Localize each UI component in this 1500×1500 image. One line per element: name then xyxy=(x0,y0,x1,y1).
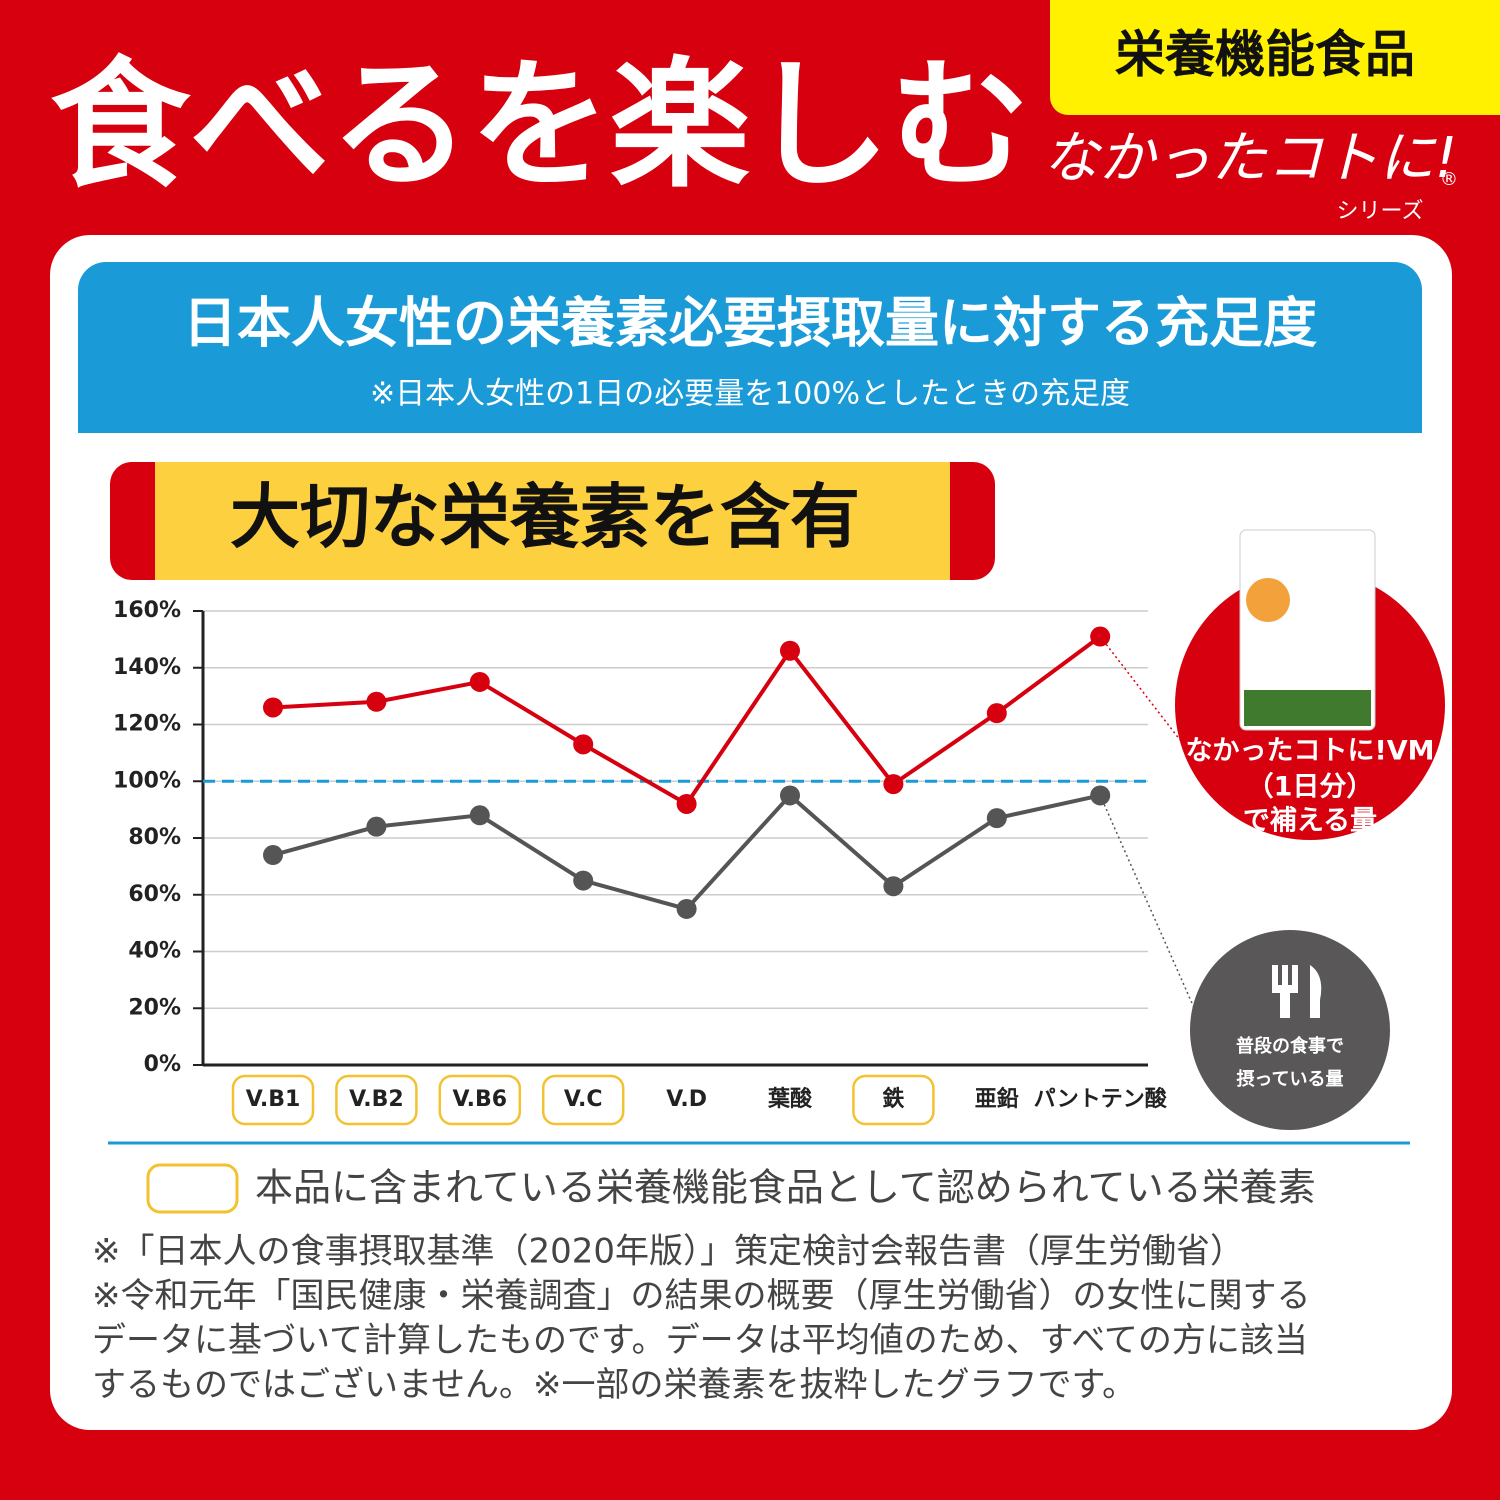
data-point xyxy=(676,898,697,919)
data-point xyxy=(883,876,904,897)
callout-connector xyxy=(1099,636,1181,741)
note: ※「日本人の食事摂取基準（2020年版）」策定検討会報告書（厚生労働省） xyxy=(92,1232,1244,1272)
x-tick-label: V.B1 xyxy=(246,1087,301,1112)
note: するものではございません。※一部の栄養素を抜粋したグラフです。 xyxy=(92,1365,1136,1405)
x-tick-label: V.B2 xyxy=(349,1087,404,1112)
highlight-box xyxy=(438,1074,522,1126)
badge-box xyxy=(1050,0,1500,115)
product-seal xyxy=(1246,578,1290,622)
y-tick-label: 80% xyxy=(128,825,181,850)
note: ※令和元年「国民健康・栄養調査」の結果の概要（厚生労働省）の女性に関する xyxy=(92,1276,1311,1316)
highlight-box xyxy=(852,1074,935,1126)
x-tick-label: パントテン酸 xyxy=(1034,1087,1168,1112)
highlight-box xyxy=(541,1074,625,1126)
legend-swatch xyxy=(146,1163,239,1214)
data-point xyxy=(676,793,697,814)
highlight-box xyxy=(231,1074,315,1126)
data-point xyxy=(780,640,800,661)
y-tick-label: 140% xyxy=(113,655,181,680)
data-point xyxy=(366,691,387,712)
y-tick-label: 160% xyxy=(113,598,181,623)
note: データに基づいて計算したものです。データは平均値のため、すべての方に該当 xyxy=(92,1321,1308,1361)
data-point xyxy=(780,785,800,806)
data-point xyxy=(573,870,594,891)
brand: なかったコトに! xyxy=(1043,126,1457,191)
data-point xyxy=(573,734,594,755)
legend-text: 本品に含まれている栄養機能食品として認められている栄養素 xyxy=(255,1166,1316,1210)
series-label: なかったコトに!VM xyxy=(1185,736,1434,767)
y-tick-label: 20% xyxy=(128,995,181,1020)
chart-title: 大切な栄養素を含有 xyxy=(230,476,860,558)
product-veg xyxy=(1244,690,1371,726)
data-point xyxy=(469,805,490,826)
brand-sub: シリーズ xyxy=(1337,199,1424,224)
headline: 食べるを楽しむ xyxy=(50,45,1030,208)
x-tick-label: V.B6 xyxy=(452,1087,507,1112)
series-label: 普段の食事で xyxy=(1236,1035,1344,1057)
banner xyxy=(78,262,1422,433)
x-tick-label: 葉酸 xyxy=(767,1087,813,1112)
data-point xyxy=(263,845,283,866)
callout-gray xyxy=(1190,930,1390,1130)
callout-connector xyxy=(1099,795,1196,1011)
x-tick-label: V.C xyxy=(564,1087,603,1112)
data-point xyxy=(469,671,490,692)
data-point xyxy=(263,697,283,718)
data-point xyxy=(986,808,1007,829)
data-point xyxy=(366,816,387,837)
data-point xyxy=(986,703,1007,724)
x-tick-label: 亜鉛 xyxy=(975,1086,1019,1112)
y-tick-label: 60% xyxy=(128,882,181,907)
data-point xyxy=(883,774,904,795)
banner-subtitle: ※日本人女性の1日の必要量を100%としたときの充足度 xyxy=(370,377,1130,412)
series-label: 摂っている量 xyxy=(1236,1068,1343,1090)
highlight-box xyxy=(335,1074,418,1126)
banner-title: 日本人女性の栄養素必要摂取量に対する充足度 xyxy=(183,292,1317,355)
y-tick-label: 100% xyxy=(113,768,181,793)
y-tick-label: 0% xyxy=(144,1052,181,1077)
fork-knife-icon xyxy=(1272,965,1322,1018)
series-label: で補える量 xyxy=(1243,806,1377,837)
y-tick-label: 120% xyxy=(113,712,181,737)
y-tick-label: 40% xyxy=(128,939,181,964)
series-label: （1日分） xyxy=(1247,772,1374,803)
x-tick-label: 鉄 xyxy=(882,1086,904,1112)
x-tick-label: V.D xyxy=(666,1087,707,1112)
badge: 栄養機能食品 xyxy=(1115,26,1415,84)
pill xyxy=(155,462,950,580)
brand-mark: ® xyxy=(1440,169,1458,190)
